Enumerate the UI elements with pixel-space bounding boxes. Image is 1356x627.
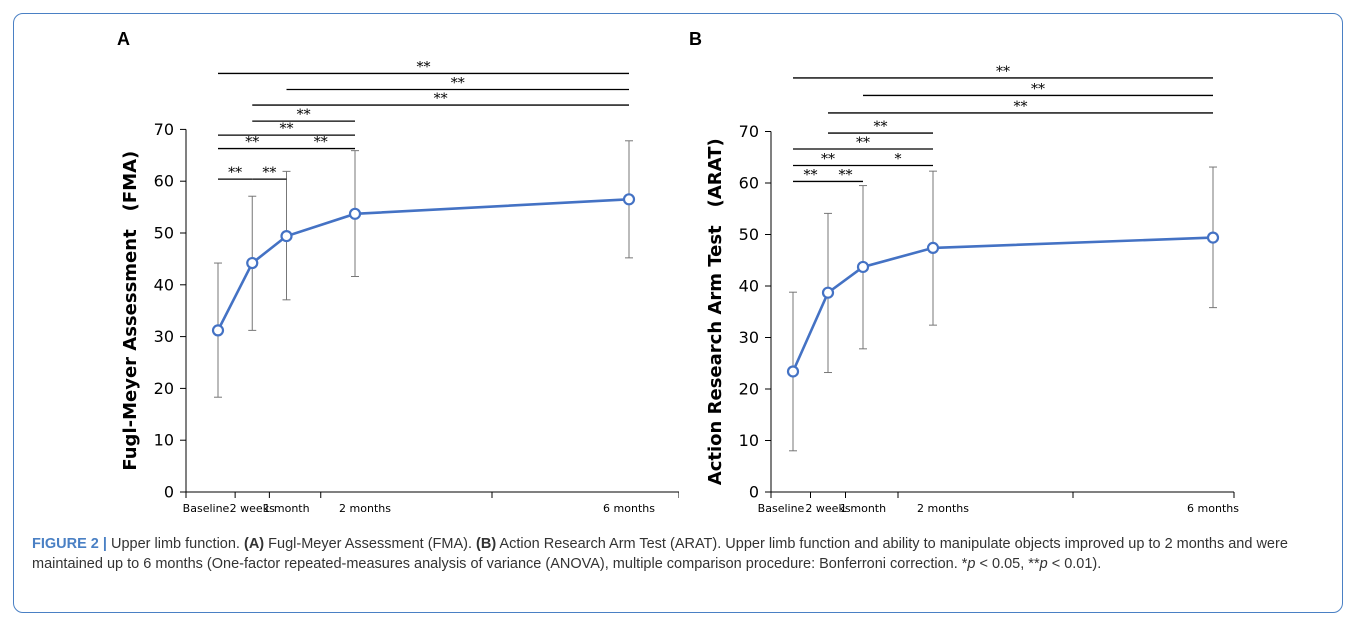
- data-point: [926, 241, 940, 254]
- y-tick-label: 30: [739, 328, 759, 347]
- x-tick-label: Baseline: [758, 502, 805, 515]
- y-tick-label: 0: [164, 483, 174, 502]
- significance-label: **: [262, 165, 276, 181]
- panel-letter: B: [689, 29, 702, 49]
- caption-title: Upper limb function.: [111, 536, 240, 552]
- data-point: [786, 365, 800, 378]
- data-point: [821, 286, 835, 299]
- significance-label: **: [314, 135, 328, 151]
- data-point: [622, 193, 636, 206]
- y-tick-label: 50: [154, 224, 174, 243]
- data-point: [246, 256, 259, 270]
- data-point: [1206, 231, 1220, 244]
- x-tick-label: 6 months: [603, 502, 655, 515]
- caption-p-text-1: < 0.05, **: [975, 556, 1040, 572]
- x-tick-label: 2 weeks: [230, 502, 275, 515]
- caption-p-symbol-1: p: [967, 556, 976, 572]
- caption-p-text-2: < 0.01).: [1047, 556, 1102, 572]
- significance-label: *: [895, 151, 902, 167]
- data-point: [280, 230, 293, 243]
- y-axis-title: Action Research Arm Test (ARAT): [705, 138, 726, 485]
- figure-frame: A 0 10 20 30 40 50 60 70 Baseline 2 weeks 1 month 2 …: [13, 13, 1343, 613]
- y-tick-label: 20: [739, 380, 759, 399]
- series-line: [791, 236, 1214, 373]
- significance-label: **: [874, 119, 888, 135]
- y-tick-label: 10: [739, 431, 759, 450]
- significance-label: **: [821, 151, 835, 167]
- significance-label: **: [996, 64, 1010, 80]
- significance-label: **: [297, 107, 311, 123]
- significance-label: **: [228, 165, 242, 181]
- y-tick-label: 50: [739, 225, 759, 244]
- figure-caption: FIGURE 2 | Upper limb function. (A) Fugl…: [32, 534, 1322, 574]
- caption-part-a-text: Fugl-Meyer Assessment (FMA).: [268, 536, 472, 552]
- data-point: [348, 207, 362, 220]
- x-tick-label: 2 months: [339, 502, 391, 515]
- x-tick-label: 1 month: [840, 502, 886, 515]
- figure-panels: A 0 10 20 30 40 50 60 70 Baseline 2 weeks 1 month 2 …: [14, 14, 1344, 529]
- y-tick-label: 60: [154, 172, 174, 191]
- y-tick-label: 60: [739, 174, 759, 193]
- significance-label: **: [434, 91, 448, 107]
- x-tick-label: Baseline: [183, 502, 230, 515]
- y-tick-label: 70: [739, 122, 759, 141]
- caption-p-symbol-2: p: [1039, 556, 1048, 572]
- significance-label: **: [451, 76, 465, 92]
- y-tick-label: 10: [154, 431, 174, 450]
- y-tick-label: 0: [749, 483, 759, 502]
- significance-label: **: [1031, 81, 1045, 97]
- significance-label: **: [839, 167, 853, 183]
- significance-label: **: [280, 121, 294, 137]
- significance-label: **: [245, 135, 259, 151]
- x-tick-label: 1 month: [263, 502, 309, 515]
- series-line: [216, 198, 630, 331]
- x-tick-label: 2 weeks: [805, 502, 850, 515]
- y-tick-label: 20: [154, 379, 174, 398]
- significance-label: **: [856, 135, 870, 151]
- data-point: [211, 324, 225, 337]
- x-tick-label: 6 months: [1187, 502, 1239, 515]
- data-point: [856, 260, 870, 274]
- significance-label: **: [417, 59, 431, 75]
- y-tick-label: 40: [739, 277, 759, 296]
- caption-part-b-text: Action Research Arm Test (ARAT). Upper l…: [32, 536, 1288, 572]
- caption-figure-label: FIGURE 2: [32, 536, 99, 552]
- y-axis-title: Fugl-Meyer Assessment (FMA): [120, 151, 141, 471]
- y-tick-label: 70: [154, 120, 174, 139]
- y-tick-label: 40: [154, 275, 174, 294]
- significance-label: **: [804, 167, 818, 183]
- caption-part-a-tag: (A): [243, 536, 265, 552]
- significance-label: **: [1014, 99, 1028, 115]
- caption-separator: |: [102, 536, 107, 552]
- panel-letter: A: [117, 29, 130, 49]
- x-tick-label: 2 months: [917, 502, 969, 515]
- caption-part-b-tag: (B): [476, 536, 497, 552]
- y-tick-label: 30: [154, 327, 174, 346]
